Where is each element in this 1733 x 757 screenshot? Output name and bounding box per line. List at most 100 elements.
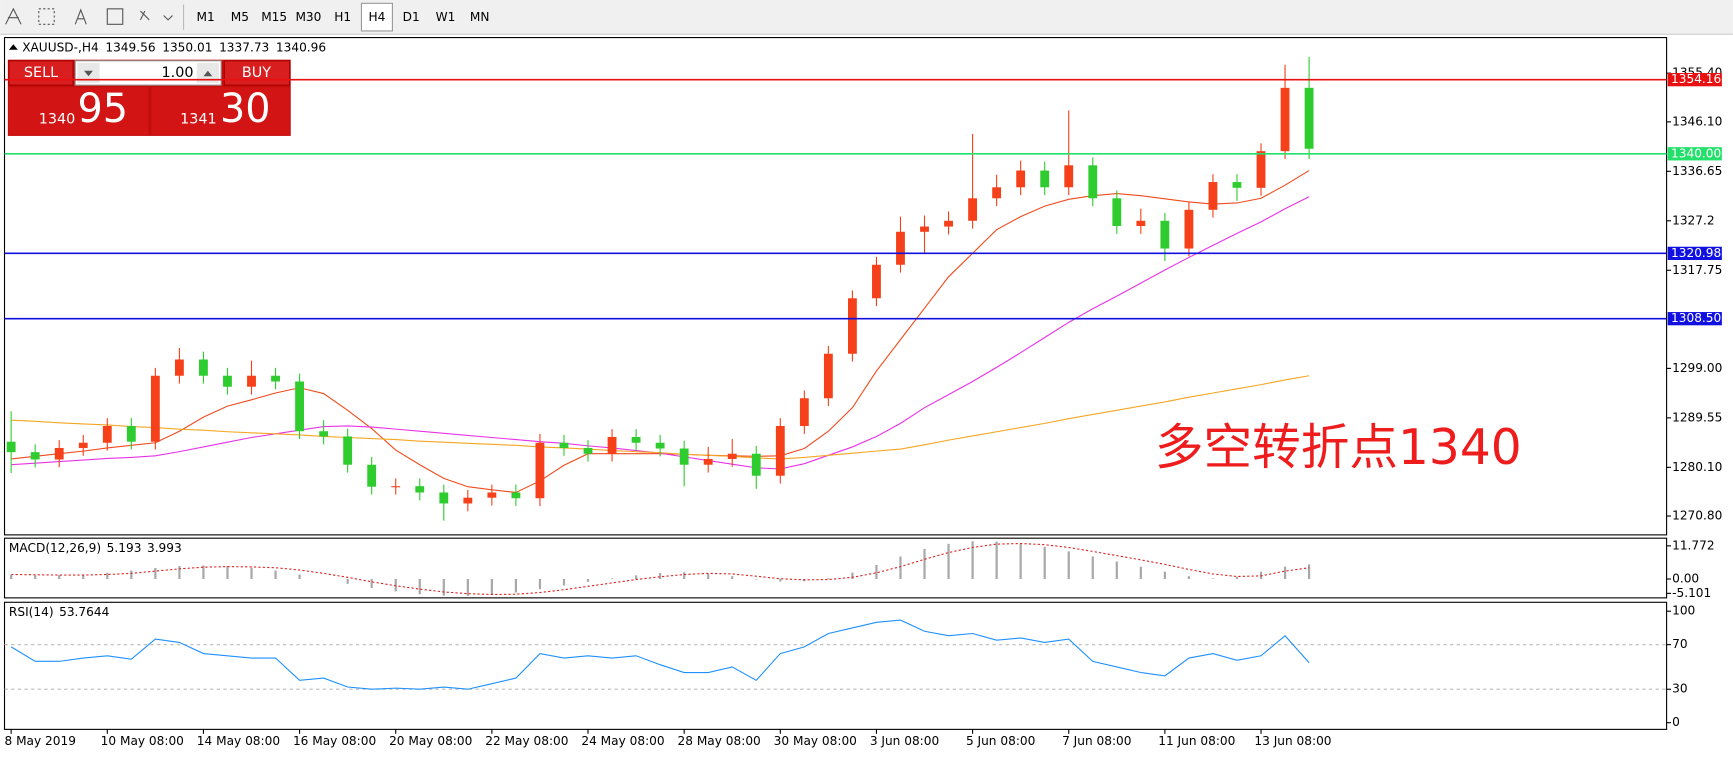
macd-bar [779,579,782,582]
y-tick-label: 11.772 [1672,538,1714,552]
candle-body [415,486,425,493]
candle-body [30,452,40,460]
candle-body [559,442,569,448]
price-level-tag [1667,312,1722,326]
icon-label[interactable] [106,8,124,25]
x-tick-label: 8 May 2019 [5,734,76,748]
candle-body [271,375,280,382]
bid-pips: 95 [77,86,128,132]
candle-body [463,497,473,504]
macd-bar [274,570,277,580]
candle-body [1160,220,1170,249]
candle-body [247,375,256,387]
icon-arrows[interactable] [139,10,173,21]
timeframe-active [360,2,393,32]
candle-body [1040,170,1050,188]
y-tick-label: 1299.00 [1672,361,1722,375]
sell-button[interactable] [8,60,74,86]
macd-bar [154,568,157,580]
x-tick-label: 10 May 08:00 [101,734,184,748]
candle-body [535,442,545,499]
macd-bar [851,572,854,580]
candle-body [872,264,881,299]
ohlc-value: 1340.96 [276,40,326,54]
macd-bar [178,566,181,580]
timeframe-button[interactable]: M5 [231,10,249,24]
macd-bar [418,579,421,595]
macd-bar [538,579,542,590]
candle-body [223,375,232,387]
lot-value[interactable]: 1.00 [162,65,194,81]
macd-bar [1187,576,1191,580]
x-tick-label: 22 May 08:00 [485,734,568,748]
macd-bar [1211,578,1215,580]
timeframe-button[interactable]: M1 [197,10,215,24]
macd-bar [683,572,686,580]
y-tick-label: 1317.75 [1672,263,1722,277]
timeframe-button[interactable]: M30 [295,10,321,24]
macd-frame [3,537,1668,599]
candle-body [631,436,641,443]
bid-big-figure: 1340 [39,111,76,127]
macd-bar [442,579,445,596]
trade-panel: SELL 1.00 BUY 1340 95 1341 30 [7,59,291,136]
candle-body [1112,198,1122,227]
candle-body [391,486,401,488]
candle-body [823,353,833,399]
candle-body [1184,209,1194,249]
timeframe-button[interactable]: H4 [369,10,386,24]
icon-indicators[interactable] [5,7,22,25]
macd-bar [923,548,926,580]
lot-up-icon [203,70,213,77]
macd-bar [490,579,493,595]
candle-body [727,453,737,459]
macd-bar [659,573,662,580]
price-level-label: 1340.00 [1671,146,1721,160]
candle-body [343,436,353,465]
buy-label[interactable]: BUY [242,65,271,81]
macd-bar [466,579,469,596]
chart-header: XAUUSD-,H4 1349.56 1350.01 1337.73 1340.96 [22,40,326,54]
candle-body [1280,87,1290,152]
macd-bar [250,567,253,580]
rsi-title: RSI(14) [9,605,54,619]
timeframe-button[interactable]: H1 [334,10,351,24]
macd-bar [130,570,133,580]
x-tick-label: 5 Jun 08:00 [966,734,1035,748]
x-tick-label: 16 May 08:00 [293,734,376,748]
icon-text[interactable] [74,8,87,25]
collapse-icon[interactable] [8,44,18,50]
ask-pips: 30 [220,86,271,132]
timeframe-button[interactable]: MN [470,10,490,24]
macd-bar [731,576,734,580]
ask-box[interactable] [151,87,290,135]
macd-bar [10,575,13,580]
bid-box[interactable] [8,87,149,135]
sell-label[interactable]: SELL [24,65,58,81]
toolbar [0,0,1733,35]
candle-body [679,448,689,465]
candle-body [775,425,785,476]
rsi-line [10,619,1310,690]
icon-template[interactable] [38,8,55,25]
rsi-header: RSI(14) 53.7644 [9,605,110,619]
candle-body [607,436,617,454]
timeframe-button[interactable]: M15 [261,10,287,24]
candle-body [655,442,665,449]
macd-bar [346,579,349,584]
y-tick-label: 100 [1672,604,1695,618]
macd-bar [899,556,902,580]
lot-down-icon [84,70,93,77]
macd-bar [707,573,710,580]
annotation: 多空转折点1340 [1155,420,1522,476]
candle-body [1088,165,1098,199]
timeframe-button[interactable]: D1 [403,10,420,24]
macd-bar [755,579,758,580]
candle-body [944,220,953,227]
buy-button[interactable] [223,60,291,86]
candle-body [799,398,809,426]
x-tick-label: 24 May 08:00 [581,734,664,748]
timeframe-button[interactable]: W1 [436,10,456,24]
macd-header: MACD(12,26,9) 5.193 3.993 [9,541,182,555]
